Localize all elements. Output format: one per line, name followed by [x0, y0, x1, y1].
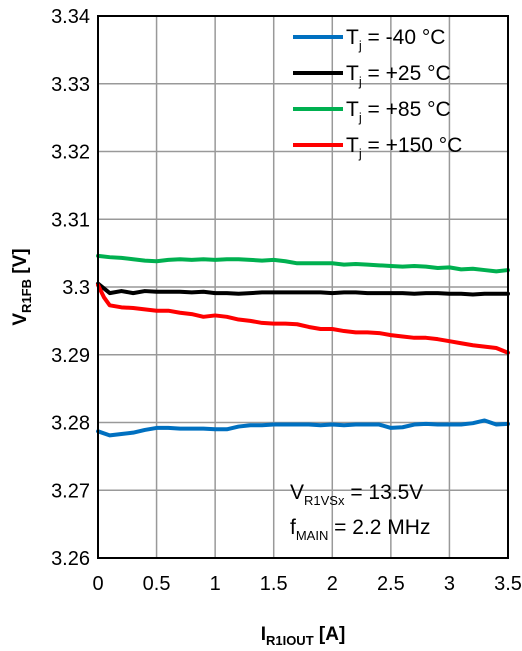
- legend-subscript: j: [358, 110, 362, 125]
- series-line-0: [96, 418, 510, 438]
- annotation: VR1VSx = 13.5V fMAIN = 2.2 MHz: [290, 481, 430, 543]
- legend-label-1: Tj = +25 °C: [346, 62, 451, 89]
- x-tick-label: 1.5: [260, 573, 288, 595]
- y-tick-label: 3.33: [51, 74, 90, 96]
- legend-value: = -40 °C: [362, 26, 446, 49]
- legend-value: = +85 °C: [362, 98, 451, 121]
- x-axis-subscript: R1IOUT: [266, 633, 314, 648]
- x-tick-label: 2: [327, 573, 338, 595]
- y-tick-label: 3.28: [51, 413, 90, 435]
- legend-label-0: Tj = -40 °C: [346, 26, 445, 53]
- annotation-line-2: fMAIN = 2.2 MHz: [290, 516, 430, 543]
- y-tick-label: 3.29: [51, 345, 90, 367]
- y-tick-label: 3.27: [51, 480, 90, 502]
- x-axis-title: IR1IOUT [A]: [261, 624, 346, 648]
- annotation-value: = 2.2 MHz: [328, 516, 430, 539]
- legend-symbol: T: [346, 98, 359, 121]
- x-axis-unit: [A]: [314, 624, 346, 645]
- legend-label-2: Tj = +85 °C: [346, 98, 451, 125]
- legend-subscript: j: [358, 74, 362, 89]
- legend-symbol: T: [346, 62, 359, 85]
- grid: [98, 16, 508, 558]
- y-tick-label: 3.3: [62, 277, 90, 299]
- legend-value: = +25 °C: [362, 62, 451, 85]
- x-tick-label: 3.5: [494, 573, 522, 595]
- legend-value: = +150 °C: [362, 134, 463, 157]
- y-tick-label: 3.26: [51, 548, 90, 570]
- annotation-value: = 13.5V: [344, 481, 423, 504]
- tick-labels: 3.26 3.27 3.28 3.29 3.3 3.31 3.32 3.33 3.34 0 0.5 1…: [51, 6, 522, 595]
- legend-subscript: j: [358, 38, 362, 53]
- x-tick-label: 0.5: [143, 573, 171, 595]
- y-tick-label: 3.32: [51, 142, 90, 164]
- plot-border: [97, 15, 509, 559]
- y-axis-unit: [V]: [10, 248, 31, 279]
- x-tick-label: 2.5: [377, 573, 405, 595]
- annotation-subscript: R1VSx: [304, 493, 345, 508]
- annotation-symbol: V: [290, 481, 304, 504]
- series-line-1: [96, 281, 510, 297]
- y-axis-title: VR1FB [V]: [10, 248, 34, 325]
- legend-symbol: T: [346, 26, 359, 49]
- y-tick-label: 3.34: [51, 6, 90, 28]
- x-axis-symbol: I: [261, 624, 266, 645]
- x-tick-label: 1: [210, 573, 221, 595]
- series-line-3: [96, 282, 510, 355]
- y-tick-label: 3.31: [51, 209, 90, 231]
- legend-subscript: j: [358, 146, 362, 161]
- y-axis-symbol: V: [10, 313, 31, 326]
- annotation-symbol: f: [290, 516, 296, 539]
- x-tick-label: 3: [444, 573, 455, 595]
- annotation-subscript: MAIN: [296, 528, 329, 543]
- y-axis-subscript: R1FB: [19, 279, 34, 313]
- legend-symbol: T: [346, 134, 359, 157]
- legend-label-3: Tj = +150 °C: [346, 134, 462, 161]
- series-line-2: [96, 253, 510, 274]
- x-tick-label: 0: [92, 573, 103, 595]
- axis-titles: IR1IOUT [A]VR1FB [V]: [10, 248, 345, 648]
- annotation-line-1: VR1VSx = 13.5V: [290, 481, 423, 508]
- legend: Tj = -40 °CTj = +25 °CTj = +85 °CTj = +1…: [293, 26, 462, 161]
- series-lines: [96, 253, 510, 438]
